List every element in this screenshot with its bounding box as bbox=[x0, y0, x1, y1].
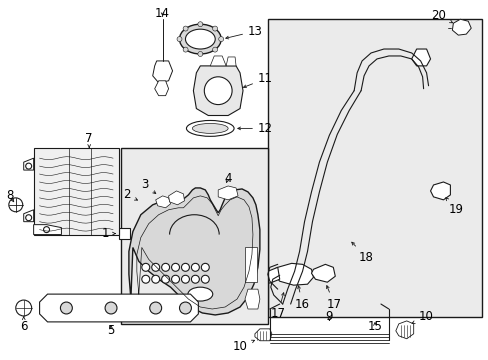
Circle shape bbox=[151, 264, 160, 271]
Text: 17: 17 bbox=[270, 293, 285, 320]
Text: 5: 5 bbox=[107, 324, 115, 337]
Text: 2: 2 bbox=[123, 188, 137, 201]
Polygon shape bbox=[34, 148, 119, 235]
Circle shape bbox=[179, 302, 191, 314]
Text: 1: 1 bbox=[102, 227, 115, 240]
Text: 13: 13 bbox=[225, 24, 263, 39]
Circle shape bbox=[201, 275, 209, 283]
Text: 20: 20 bbox=[431, 9, 451, 23]
Text: 18: 18 bbox=[351, 242, 373, 264]
Text: 6: 6 bbox=[20, 317, 27, 333]
Circle shape bbox=[105, 302, 117, 314]
Polygon shape bbox=[263, 267, 279, 283]
Polygon shape bbox=[193, 66, 243, 116]
Polygon shape bbox=[34, 225, 61, 235]
Circle shape bbox=[61, 302, 72, 314]
Bar bbox=[119, 228, 130, 239]
Polygon shape bbox=[152, 61, 172, 83]
Bar bbox=[267, 19, 481, 317]
Polygon shape bbox=[254, 329, 271, 341]
Text: 10: 10 bbox=[411, 310, 433, 323]
Polygon shape bbox=[311, 264, 335, 282]
Text: 14: 14 bbox=[155, 7, 170, 20]
Ellipse shape bbox=[179, 24, 221, 54]
Circle shape bbox=[181, 275, 189, 283]
Ellipse shape bbox=[192, 123, 228, 133]
Polygon shape bbox=[154, 81, 168, 96]
Ellipse shape bbox=[185, 29, 215, 49]
Polygon shape bbox=[274, 264, 313, 285]
Circle shape bbox=[183, 47, 188, 52]
Polygon shape bbox=[225, 57, 236, 66]
Text: 7: 7 bbox=[85, 132, 93, 148]
Circle shape bbox=[43, 227, 49, 233]
Polygon shape bbox=[244, 289, 259, 309]
Ellipse shape bbox=[187, 287, 212, 301]
Text: 15: 15 bbox=[367, 320, 382, 333]
Circle shape bbox=[151, 275, 160, 283]
Text: 8: 8 bbox=[6, 189, 14, 202]
Circle shape bbox=[201, 264, 209, 271]
Bar bbox=[244, 247, 256, 282]
Circle shape bbox=[149, 302, 162, 314]
Polygon shape bbox=[40, 294, 198, 322]
Text: 9: 9 bbox=[325, 310, 332, 323]
Polygon shape bbox=[218, 186, 238, 200]
Circle shape bbox=[191, 264, 199, 271]
Circle shape bbox=[218, 37, 223, 41]
Circle shape bbox=[191, 275, 199, 283]
Circle shape bbox=[142, 264, 149, 271]
Polygon shape bbox=[155, 196, 170, 208]
Text: 19: 19 bbox=[445, 198, 463, 216]
Circle shape bbox=[198, 51, 203, 57]
Polygon shape bbox=[451, 19, 470, 35]
Circle shape bbox=[181, 264, 189, 271]
Text: 11: 11 bbox=[243, 72, 272, 87]
Polygon shape bbox=[24, 158, 34, 170]
Circle shape bbox=[171, 275, 179, 283]
Text: 17: 17 bbox=[326, 285, 341, 311]
Circle shape bbox=[26, 163, 32, 169]
Text: 12: 12 bbox=[237, 122, 272, 135]
Circle shape bbox=[171, 264, 179, 271]
Polygon shape bbox=[411, 49, 429, 66]
Circle shape bbox=[177, 37, 182, 41]
Circle shape bbox=[16, 300, 32, 316]
Text: 4: 4 bbox=[224, 171, 231, 185]
Polygon shape bbox=[395, 321, 413, 339]
Polygon shape bbox=[129, 188, 259, 315]
Circle shape bbox=[212, 47, 217, 52]
Circle shape bbox=[162, 275, 169, 283]
Circle shape bbox=[142, 275, 149, 283]
Circle shape bbox=[198, 22, 203, 27]
Circle shape bbox=[26, 215, 32, 221]
Ellipse shape bbox=[186, 121, 234, 136]
Circle shape bbox=[9, 198, 22, 212]
Polygon shape bbox=[168, 191, 184, 205]
Text: 10: 10 bbox=[233, 340, 254, 353]
Text: 3: 3 bbox=[141, 179, 156, 194]
Circle shape bbox=[212, 26, 217, 31]
Text: 16: 16 bbox=[294, 286, 309, 311]
Circle shape bbox=[204, 77, 232, 105]
Circle shape bbox=[183, 26, 188, 31]
Bar bbox=[121, 148, 267, 324]
Circle shape bbox=[162, 264, 169, 271]
Polygon shape bbox=[24, 210, 34, 222]
Polygon shape bbox=[210, 56, 225, 66]
Polygon shape bbox=[429, 182, 449, 200]
